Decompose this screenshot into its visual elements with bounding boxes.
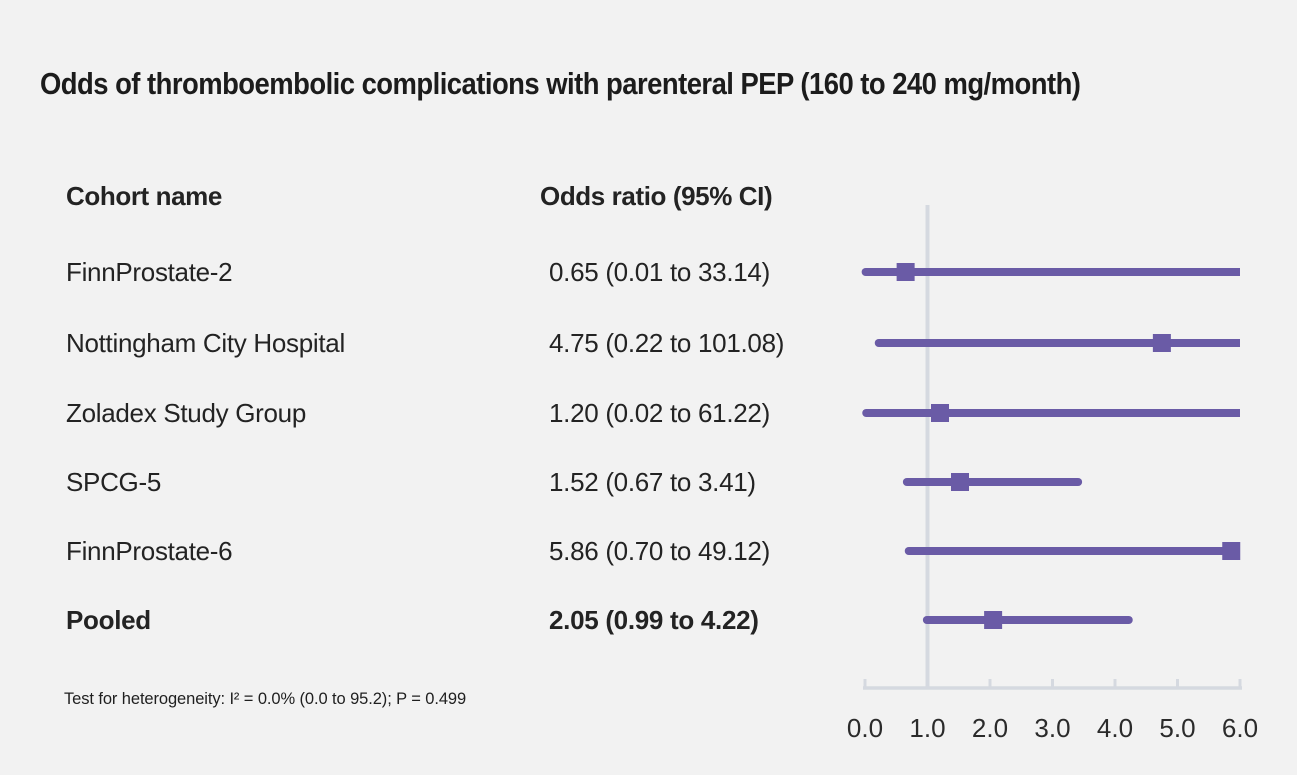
table-row: FinnProstate-2 0.65 (0.01 to 33.14) — [0, 256, 870, 288]
x-axis-tick-label: 5.0 — [1159, 713, 1195, 743]
estimate-marker — [1222, 542, 1241, 560]
odds-ratio-value: 2.05 (0.99 to 4.22) — [549, 605, 759, 635]
cohort-name: SPCG-5 — [66, 467, 162, 497]
cohort-name: FinnProstate-2 — [66, 257, 233, 287]
ci-cap-left — [902, 478, 911, 486]
ci-cap-left — [861, 268, 870, 276]
x-axis-tick-label: 4.0 — [1097, 713, 1133, 743]
odds-ratio-value: 1.52 (0.67 to 3.41) — [549, 467, 756, 497]
cohort-name: Zoladex Study Group — [66, 398, 306, 428]
odds-ratio-value: 5.86 (0.70 to 49.12) — [549, 536, 770, 566]
figure-title: Odds of thromboembolic complications wit… — [40, 66, 1081, 101]
estimate-marker — [896, 263, 915, 281]
cohort-name: FinnProstate-6 — [66, 536, 233, 566]
table-row: Pooled 2.05 (0.99 to 4.22) — [0, 604, 870, 636]
table-row: Zoladex Study Group 1.20 (0.02 to 61.22) — [0, 397, 870, 429]
odds-ratio-value: 0.65 (0.01 to 33.14) — [549, 257, 770, 287]
x-axis-tick-label: 3.0 — [1034, 713, 1070, 743]
ci-cap-right — [1124, 616, 1133, 624]
ci-cap-left — [874, 339, 883, 347]
cohort-name: Pooled — [66, 605, 151, 635]
ci-cap-left — [922, 616, 931, 624]
odds-ratio-value: 1.20 (0.02 to 61.22) — [549, 398, 770, 428]
table-row: FinnProstate-6 5.86 (0.70 to 49.12) — [0, 535, 870, 567]
estimate-marker — [1152, 334, 1171, 352]
x-axis-tick-label: 6.0 — [1222, 713, 1258, 743]
estimate-marker — [931, 404, 949, 422]
table-row: SPCG-5 1.52 (0.67 to 3.41) — [0, 466, 870, 498]
ci-cap-left — [904, 547, 913, 555]
column-header-odds-ratio: Odds ratio (95% CI) — [540, 181, 773, 211]
x-axis-tick-label: 1.0 — [909, 713, 945, 743]
x-axis-tick-label: 2.0 — [972, 713, 1008, 743]
column-header-cohort: Cohort name — [66, 181, 222, 211]
x-axis-tick-label: 0.0 — [847, 713, 883, 743]
heterogeneity-footnote: Test for heterogeneity: I² = 0.0% (0.0 t… — [64, 690, 467, 708]
table-row: Nottingham City Hospital 4.75 (0.22 to 10… — [0, 327, 870, 359]
ci-cap-left — [862, 409, 871, 417]
cohort-name: Nottingham City Hospital — [66, 328, 345, 358]
ci-cap-right — [1074, 478, 1083, 486]
odds-ratio-value: 4.75 (0.22 to 101.08) — [549, 328, 785, 358]
estimate-marker — [984, 611, 1003, 629]
estimate-marker — [951, 473, 969, 491]
